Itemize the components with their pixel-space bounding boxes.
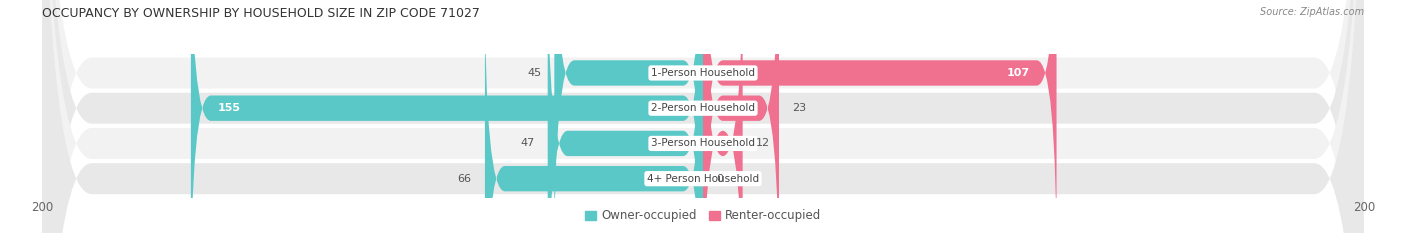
Text: 47: 47 [520, 138, 534, 148]
FancyBboxPatch shape [191, 0, 703, 233]
FancyBboxPatch shape [548, 0, 703, 233]
Text: 1-Person Household: 1-Person Household [651, 68, 755, 78]
FancyBboxPatch shape [42, 0, 1364, 233]
Text: 66: 66 [458, 174, 471, 184]
FancyBboxPatch shape [485, 0, 703, 233]
Legend: Owner-occupied, Renter-occupied: Owner-occupied, Renter-occupied [579, 205, 827, 227]
FancyBboxPatch shape [703, 0, 779, 233]
Text: 12: 12 [756, 138, 770, 148]
Text: OCCUPANCY BY OWNERSHIP BY HOUSEHOLD SIZE IN ZIP CODE 71027: OCCUPANCY BY OWNERSHIP BY HOUSEHOLD SIZE… [42, 7, 479, 20]
Text: 3-Person Household: 3-Person Household [651, 138, 755, 148]
FancyBboxPatch shape [42, 0, 1364, 233]
Text: 4+ Person Household: 4+ Person Household [647, 174, 759, 184]
Text: 23: 23 [792, 103, 806, 113]
Text: Source: ZipAtlas.com: Source: ZipAtlas.com [1260, 7, 1364, 17]
Text: 107: 107 [1007, 68, 1031, 78]
Text: 45: 45 [527, 68, 541, 78]
FancyBboxPatch shape [554, 0, 703, 233]
FancyBboxPatch shape [42, 0, 1364, 233]
Text: 0: 0 [716, 174, 723, 184]
Text: 155: 155 [218, 103, 240, 113]
FancyBboxPatch shape [703, 0, 742, 233]
FancyBboxPatch shape [703, 0, 1056, 233]
FancyBboxPatch shape [42, 0, 1364, 233]
Text: 2-Person Household: 2-Person Household [651, 103, 755, 113]
